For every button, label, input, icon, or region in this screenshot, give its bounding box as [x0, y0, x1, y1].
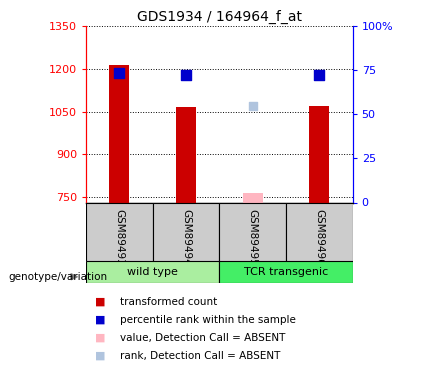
Bar	[86, 261, 219, 283]
Title: GDS1934 / 164964_f_at: GDS1934 / 164964_f_at	[137, 10, 302, 24]
Bar	[219, 202, 286, 261]
Text: transformed count: transformed count	[120, 297, 218, 307]
Text: ■: ■	[95, 333, 105, 343]
Point	[116, 70, 123, 76]
Text: percentile rank within the sample: percentile rank within the sample	[120, 315, 296, 325]
Bar	[309, 106, 329, 202]
Bar	[86, 202, 153, 261]
Bar	[286, 202, 353, 261]
Text: GSM89493: GSM89493	[114, 210, 124, 266]
Text: GSM89496: GSM89496	[314, 210, 324, 266]
Text: ■: ■	[95, 297, 105, 307]
Text: rank, Detection Call = ABSENT: rank, Detection Call = ABSENT	[120, 351, 281, 361]
Text: ■: ■	[95, 351, 105, 361]
Bar	[219, 261, 353, 283]
Bar	[176, 107, 196, 202]
Polygon shape	[71, 274, 77, 280]
Bar	[243, 194, 263, 202]
Point	[249, 104, 256, 110]
Text: wild type: wild type	[127, 267, 178, 277]
Text: TCR transgenic: TCR transgenic	[244, 267, 328, 277]
Point	[316, 72, 322, 78]
Text: GSM89495: GSM89495	[248, 210, 258, 266]
Text: value, Detection Call = ABSENT: value, Detection Call = ABSENT	[120, 333, 286, 343]
Text: GSM89494: GSM89494	[181, 210, 191, 266]
Text: ■: ■	[95, 315, 105, 325]
Bar	[153, 202, 219, 261]
Text: genotype/variation: genotype/variation	[9, 272, 108, 282]
Point	[183, 72, 190, 78]
Bar	[109, 65, 129, 203]
